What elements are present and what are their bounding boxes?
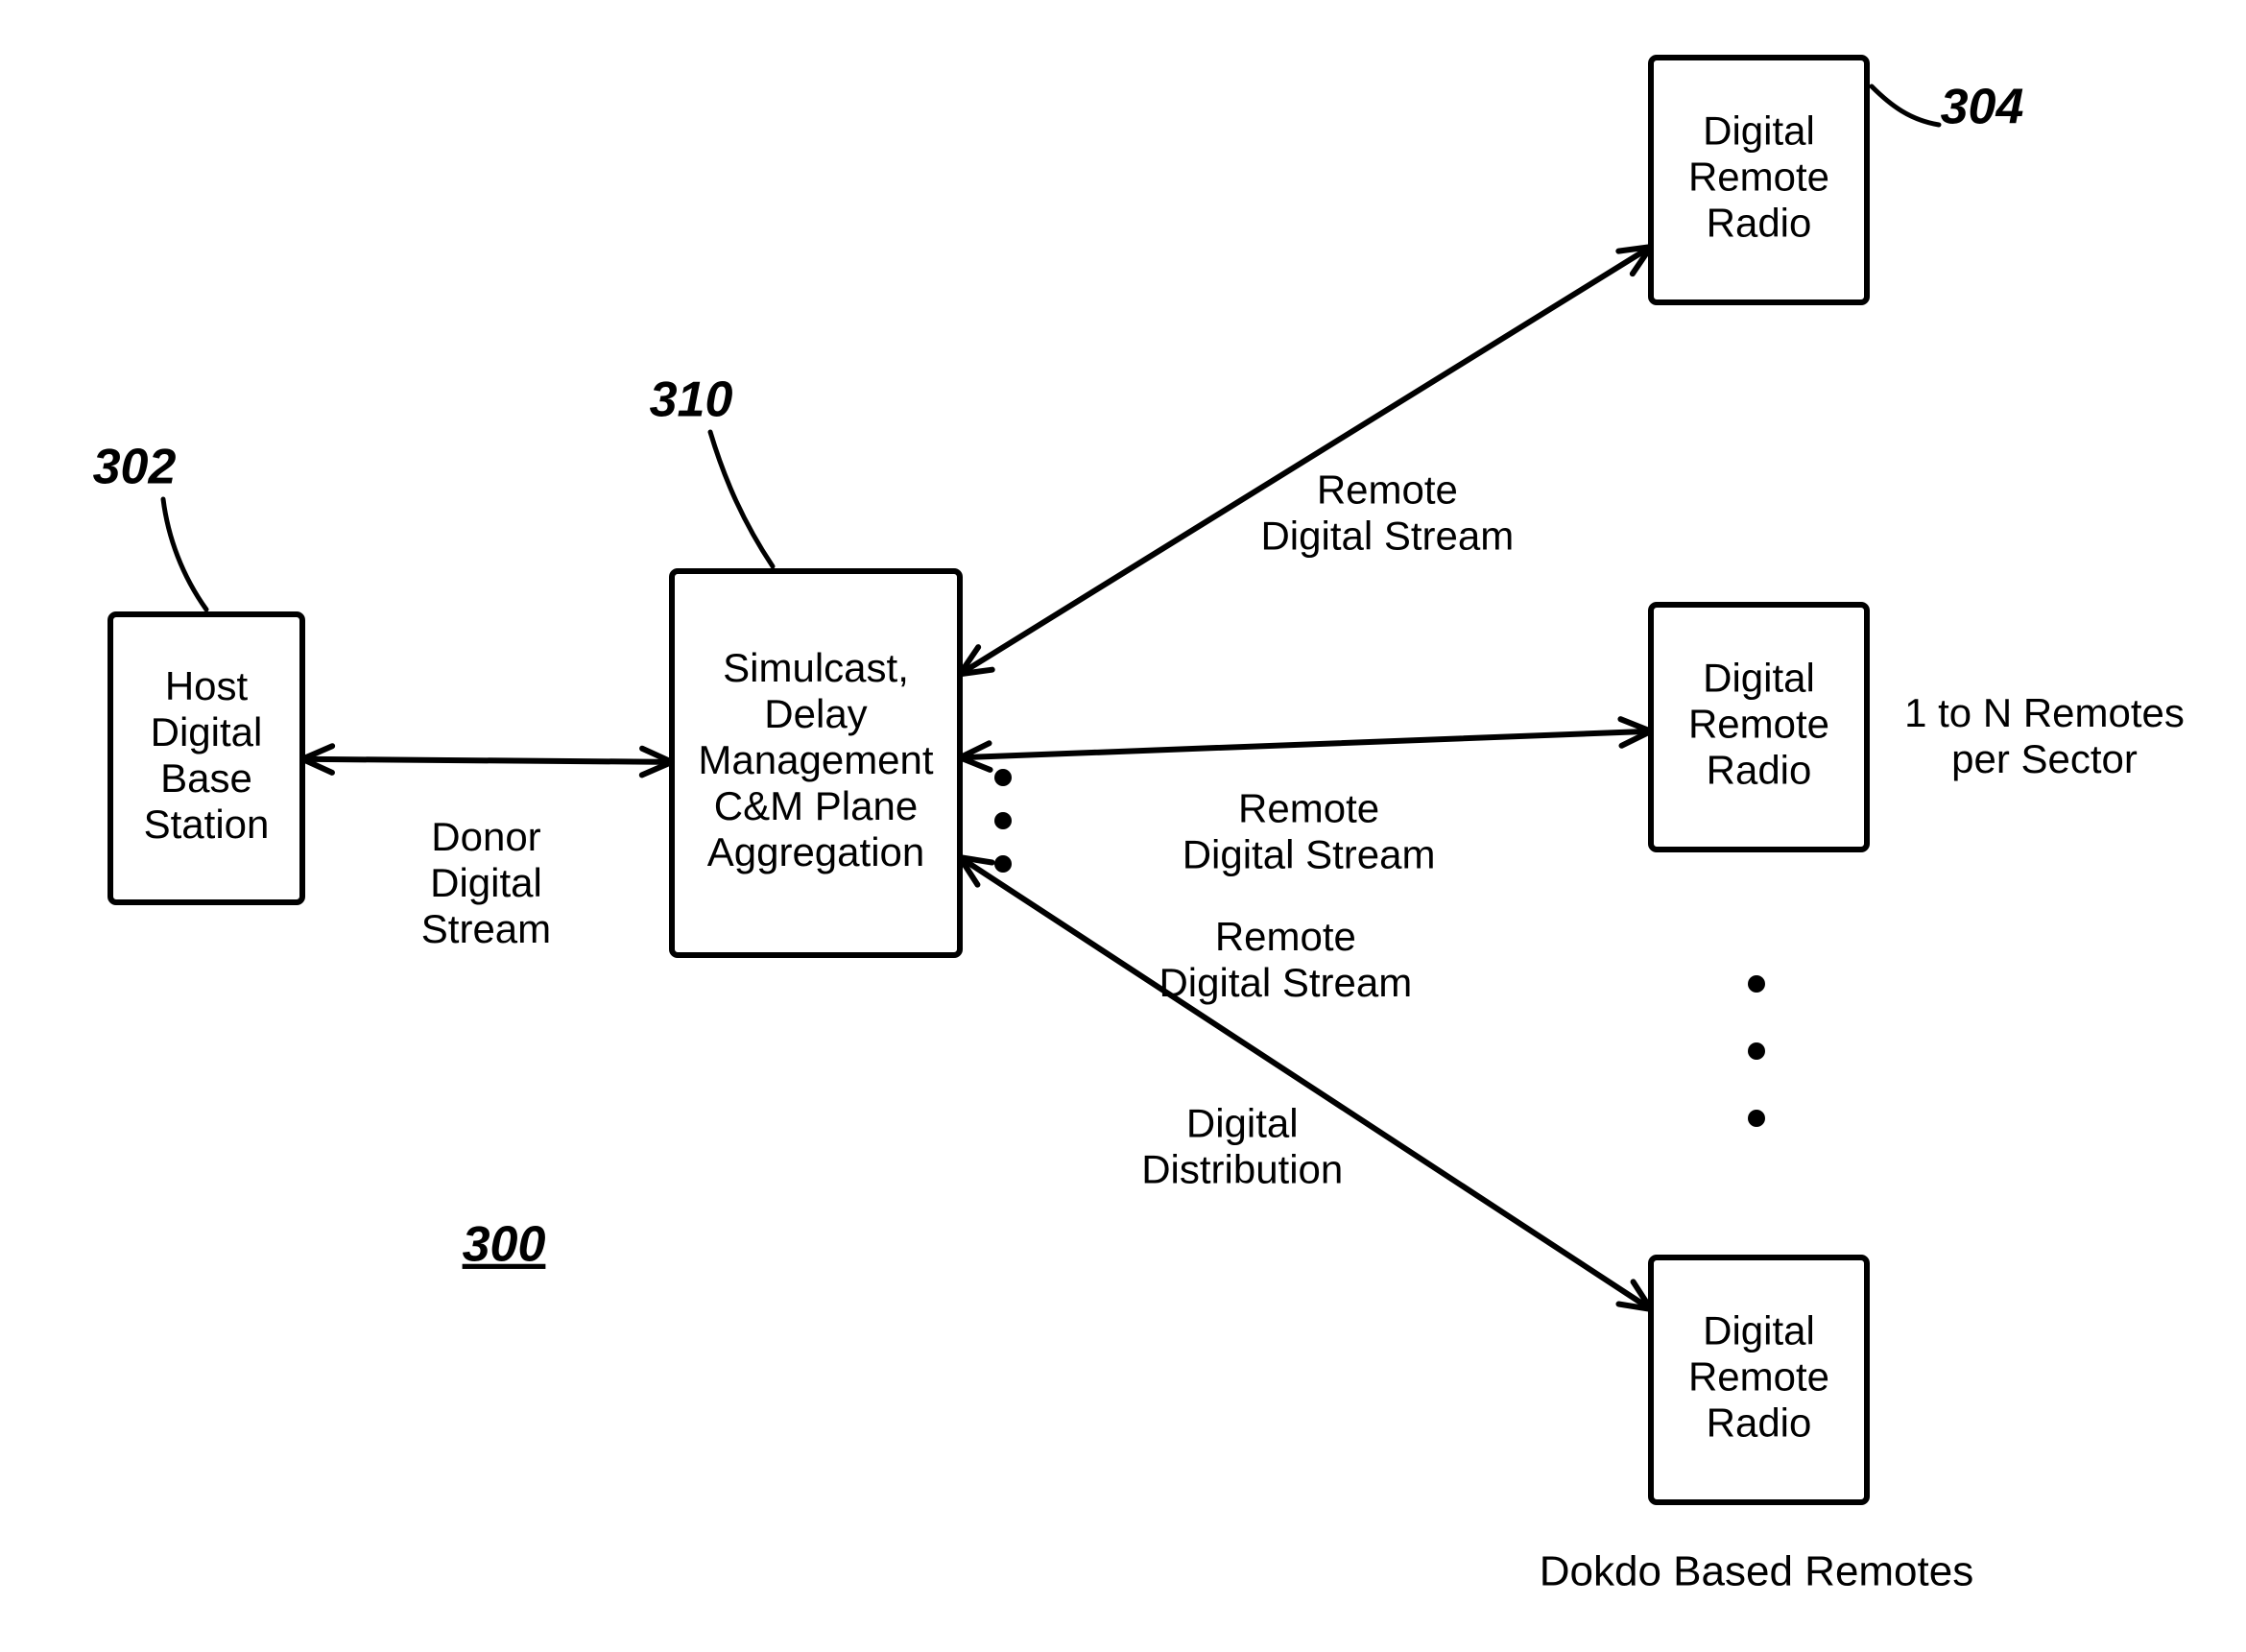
ellipsis-dot [1748, 975, 1765, 993]
text-line: Remote [1317, 467, 1458, 512]
ellipsis-dot [1748, 1042, 1765, 1060]
text-line: Aggregation [707, 829, 925, 874]
text-line: Digital [1703, 656, 1815, 701]
text-line: Distribution [1141, 1147, 1343, 1192]
text-line: Host [165, 663, 249, 708]
text-line: Management [698, 737, 933, 782]
text-line: Remote [1688, 702, 1829, 747]
text-line: per Sector [1951, 736, 2138, 781]
node-label: DigitalRemoteRadio [1688, 1308, 1829, 1446]
text-line: Digital [1703, 108, 1815, 154]
text-line: Base [160, 755, 252, 801]
ellipsis-dot [1748, 1110, 1765, 1127]
ellipsis-dot [994, 812, 1012, 829]
ref-label: 310 [650, 372, 733, 428]
annotation-text: 1 to N Remotesper Sector [1904, 690, 2185, 781]
text-line: Radio [1707, 1401, 1812, 1446]
edge-mgmt-rr2 [960, 731, 1651, 757]
text-line: Digital [1186, 1101, 1299, 1146]
text-line: Stream [421, 906, 551, 951]
text-line: Remote [1215, 914, 1356, 959]
ref-label: 302 [93, 440, 177, 495]
ellipsis-dot [994, 855, 1012, 873]
edge-label: DonorDigitalStream [421, 814, 551, 951]
edge-mgmt-rr1 [960, 247, 1651, 674]
node-label: HostDigitalBaseStation [144, 663, 270, 847]
node-label: Simulcast,DelayManagementC&M PlaneAggreg… [698, 645, 933, 874]
text-line: Digital [151, 709, 263, 754]
text-line: Remote [1688, 155, 1829, 200]
text-line: Station [144, 802, 270, 847]
text-line: Delay [764, 691, 867, 736]
text-line: Simulcast, [723, 645, 909, 690]
edge-label: RemoteDigital Stream [1183, 785, 1436, 876]
node-label: DigitalRemoteRadio [1688, 656, 1829, 793]
text-line: Radio [1707, 201, 1812, 246]
text-line: Digital [1703, 1308, 1815, 1353]
edge-host-mgmt [302, 759, 672, 762]
text-line: Dokdo Based Remotes [1540, 1548, 1973, 1595]
text-line: Digital Stream [1159, 960, 1412, 1005]
text-line: Digital [430, 860, 542, 905]
ref-leader [1872, 86, 1939, 125]
edge-label: RemoteDigital Stream [1260, 467, 1514, 558]
ref-leader [163, 499, 206, 610]
text-line: Remote [1238, 785, 1379, 830]
text-line: C&M Plane [714, 783, 918, 828]
node-label: DigitalRemoteRadio [1688, 108, 1829, 246]
annotation-text: Dokdo Based Remotes [1540, 1548, 1973, 1595]
ref-label: 300 [463, 1217, 546, 1273]
edge-label: RemoteDigital Stream [1159, 914, 1412, 1005]
text-line: Donor [431, 814, 540, 859]
text-line: Digital Stream [1260, 513, 1514, 558]
text-line: Radio [1707, 748, 1812, 793]
text-line: 1 to N Remotes [1904, 690, 2185, 735]
edge-label: DigitalDistribution [1141, 1101, 1343, 1192]
ellipsis-dot [994, 769, 1012, 786]
text-line: Digital Stream [1183, 831, 1436, 876]
ref-leader [710, 432, 773, 566]
ref-label: 304 [1941, 80, 2024, 135]
text-line: Remote [1688, 1354, 1829, 1400]
